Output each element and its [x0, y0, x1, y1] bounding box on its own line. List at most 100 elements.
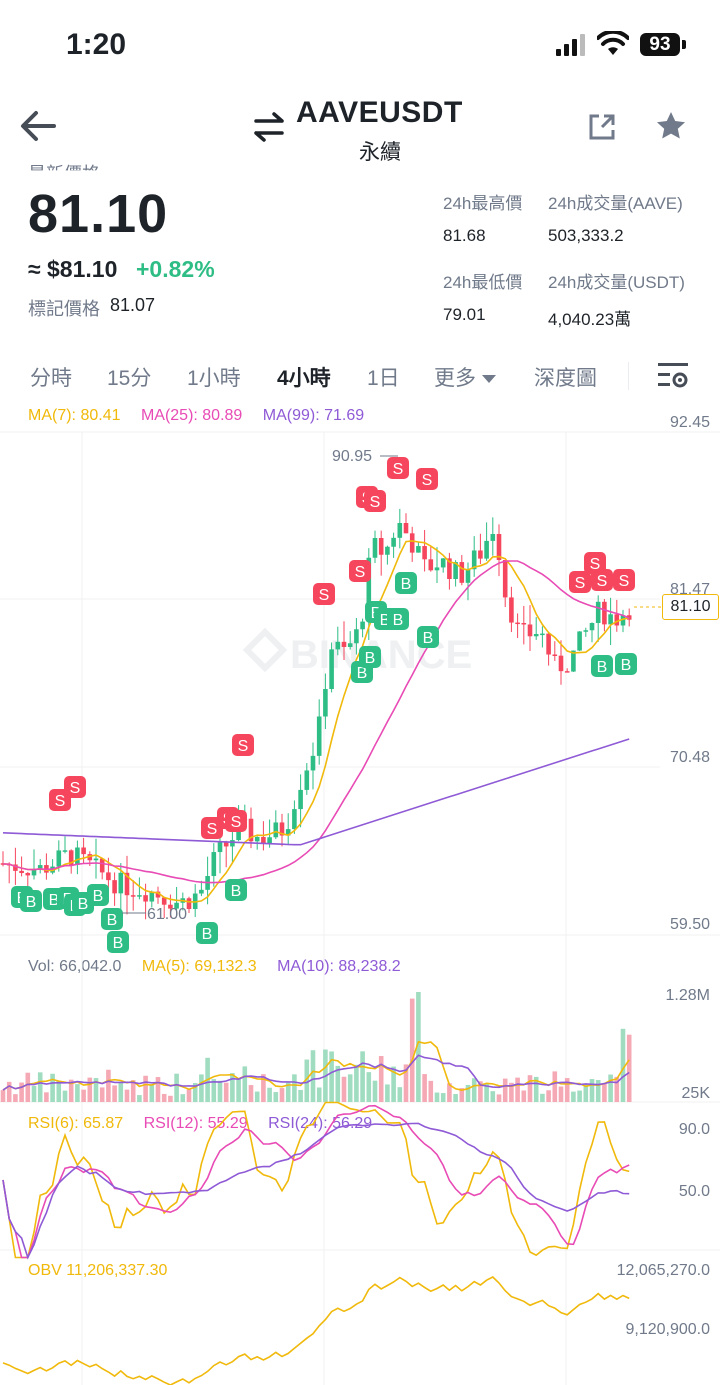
tab-1d[interactable]: 1日	[367, 367, 400, 390]
volume-bar	[533, 1076, 539, 1102]
candle-body	[261, 836, 266, 844]
stat-value: 81.68	[443, 226, 486, 245]
volume-bar	[106, 1069, 111, 1102]
marker-badge	[101, 908, 123, 930]
buy-marker: B	[101, 908, 123, 930]
volume-bar	[186, 1088, 192, 1102]
candle-body	[323, 689, 328, 717]
candle-body	[19, 870, 24, 874]
share-icon[interactable]	[587, 112, 617, 142]
marker-label: B	[380, 612, 391, 629]
candle-body	[515, 622, 520, 625]
volume-bar	[242, 1066, 248, 1102]
favorite-star-icon[interactable]	[655, 110, 687, 142]
pair-title[interactable]: AAVEUSDT	[296, 96, 463, 129]
marker-label: S	[231, 814, 242, 831]
volume-bar	[248, 1085, 254, 1102]
candle-body	[428, 559, 434, 571]
volume-bar	[267, 1087, 272, 1102]
last-price-label: 最新價格	[28, 164, 100, 184]
ma7-line	[2, 540, 630, 903]
marker-label: B	[231, 883, 242, 900]
candle-body	[583, 630, 589, 632]
candle-body	[130, 895, 136, 897]
candle-body	[75, 847, 80, 865]
volume-bar	[236, 1078, 241, 1102]
volume-bar	[56, 1081, 62, 1102]
volume-bar	[217, 1080, 223, 1102]
volume-bar	[403, 1064, 409, 1102]
candle-body	[422, 546, 427, 560]
candle-body	[292, 809, 297, 830]
candle-body	[223, 842, 229, 847]
marker-badge	[395, 572, 417, 594]
vol-ma10-label: MA(10): 88,238.2	[277, 958, 401, 975]
volume-bar	[428, 1080, 434, 1102]
candle-body	[341, 641, 347, 647]
volume-bar	[230, 1073, 235, 1102]
buy-marker: B	[395, 572, 417, 594]
candle-body	[478, 550, 483, 559]
candle-body	[571, 650, 576, 672]
volume-bar	[558, 1086, 564, 1102]
chart-settings-icon[interactable]	[656, 360, 690, 392]
sell-marker: S	[613, 569, 635, 591]
candle-body	[273, 822, 279, 838]
low-marker-label: 61.00	[147, 906, 187, 923]
tab-more[interactable]: 更多	[434, 362, 496, 392]
volume-bar	[174, 1073, 179, 1102]
swap-icon[interactable]	[252, 112, 286, 142]
tab-depth[interactable]: 深度圖	[534, 367, 597, 390]
rsi12-label: RSI(12): 55.29	[143, 1115, 248, 1132]
marker-label: S	[590, 556, 601, 573]
volume-bar	[261, 1074, 266, 1102]
back-arrow-icon[interactable]	[18, 108, 58, 144]
high-marker-label: 90.95	[332, 448, 372, 465]
volume-bar	[391, 1066, 396, 1102]
candle-body	[416, 546, 421, 553]
tab-15m[interactable]: 15分	[107, 367, 152, 390]
volume-bar	[366, 1072, 372, 1102]
volume-bar	[68, 1079, 74, 1102]
volume-bar	[372, 1080, 378, 1102]
volume-bar	[465, 1084, 471, 1102]
marker-label: B	[113, 935, 124, 952]
volume-bar	[409, 998, 415, 1102]
volume-bar	[25, 1072, 31, 1102]
kline-chart[interactable]: BINANCE SSSSSSSSSSSSSSSSBBBBBBBBBBBBBBBB…	[0, 400, 720, 1385]
volume-bar	[341, 1076, 347, 1102]
stat-24h-vol-base: 24h成交量(AAVE) 503,333.2	[548, 189, 683, 246]
marker-badge	[196, 922, 218, 944]
candle-body	[248, 818, 254, 842]
tab-1h[interactable]: 1小時	[187, 367, 241, 390]
volume-bar	[602, 1083, 607, 1102]
sell-marker: S	[591, 569, 613, 591]
candle-body	[484, 540, 489, 559]
marker-label: B	[93, 888, 104, 905]
tab-time-share[interactable]: 分時	[30, 367, 72, 390]
candle-body	[552, 654, 558, 656]
tab-4h[interactable]: 4小時	[277, 367, 331, 390]
candle-body	[279, 822, 285, 836]
candle-body	[211, 852, 217, 877]
marker-badge	[569, 571, 591, 593]
marker-label: S	[70, 780, 81, 797]
volume-bar	[583, 1084, 589, 1102]
volume-bar	[292, 1074, 297, 1102]
marker-label: B	[401, 576, 412, 593]
candle-body	[267, 837, 272, 844]
marker-badge	[416, 468, 438, 490]
price-axis-label: 92.45	[669, 414, 710, 431]
cellular-signal-icon	[556, 34, 585, 56]
rsi12-line	[2, 1104, 630, 1259]
volume-bar	[416, 992, 421, 1102]
volume-bar	[180, 1094, 186, 1102]
candle-body	[409, 533, 415, 553]
volume-bar	[502, 1078, 508, 1102]
volume-bar	[118, 1081, 124, 1102]
stat-label: 24h成交量(USDT)	[548, 273, 685, 292]
volume-bar	[422, 1074, 427, 1102]
candle-body	[360, 621, 365, 630]
sell-marker: S	[313, 583, 335, 605]
volume-bar	[546, 1090, 551, 1102]
